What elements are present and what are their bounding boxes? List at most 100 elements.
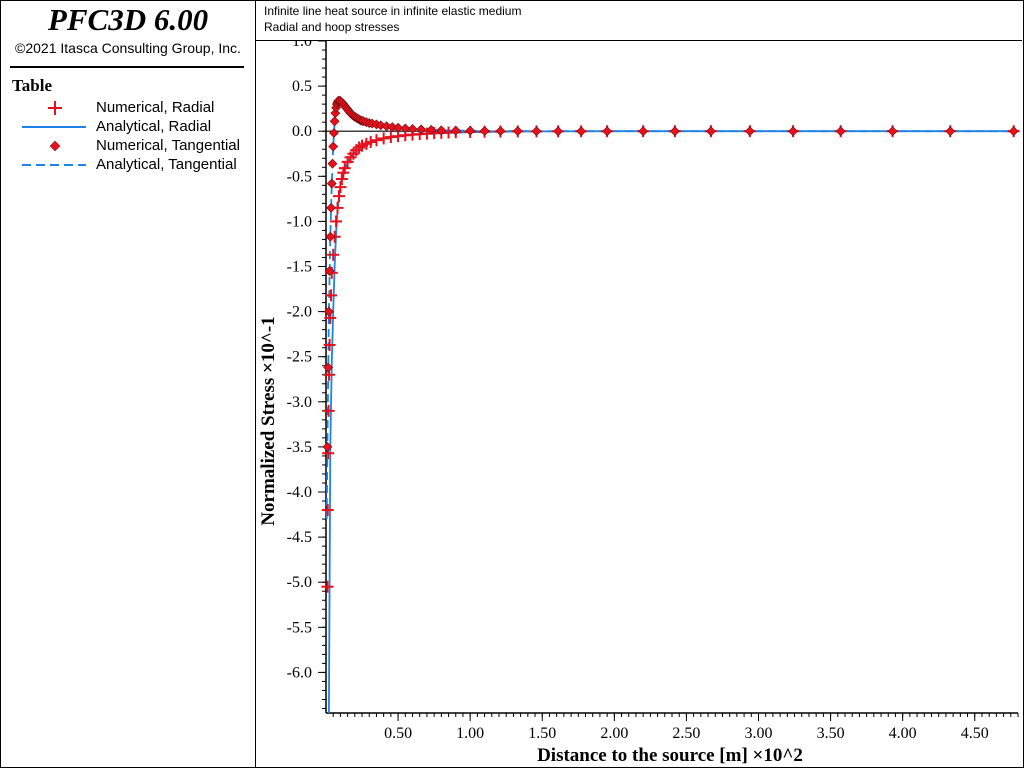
legend-label: Analytical, Radial [96,118,212,135]
numerical-radial-point [321,504,334,517]
numerical-radial-point [321,580,334,593]
numerical-tangential-point [322,441,333,452]
diamond-marker-icon [49,140,61,152]
analytical-radial-line [328,130,1018,714]
x-tick-label: 1.50 [528,725,556,742]
legend-label: Numerical, Radial [96,99,215,116]
x-tick-label: 3.00 [745,725,773,742]
numerical-tangential-point [407,124,418,134]
axes-group: 1.0 0.5 0.0 -0.5 -1.0 -1.5 -2.0 -2.5 -3.0 -3.5 -4.… [287,41,1019,742]
numerical-tangential-point [744,126,755,137]
y-tick-label: -6.0 [287,664,312,681]
numerical-tangential-point [393,122,404,133]
y-tick-label: -3.0 [287,394,312,411]
numerical-tangential-point [375,120,386,131]
numerical-radial-point [323,338,336,351]
analytical-tangential-line [325,99,1018,520]
x-axis-label: Distance to the source [m] ×10^2 [537,745,803,766]
y-tick-label: -4.5 [287,529,312,546]
y-tick-label: -1.5 [287,259,312,276]
plot-title: Infinite line heat source in infinite el… [264,4,522,18]
numerical-tangential-point [325,231,336,242]
plot-subtitle: Radial and hoop stresses [264,20,400,34]
numerical-tangential-point [1008,126,1019,137]
title-divider [10,66,244,68]
numerical-tangential-point [465,125,476,136]
numerical-tangential-point [512,126,523,137]
numerical-radial-point [330,215,343,228]
numerical-tangential-point [328,141,339,152]
numerical-tangential-point [669,126,680,137]
y-tick-label: -1.0 [287,213,312,230]
x-tick-label: 4.50 [961,725,989,742]
numerical-radial-point [332,190,345,203]
dashed-line-icon [22,164,86,166]
numerical-radial-point [334,181,347,194]
copyright-text: ©2021 Itasca Consulting Group, Inc. [15,40,241,56]
y-tick-label: -5.5 [287,619,312,636]
x-tick-label: 2.50 [672,725,700,742]
numerical-tangential-point [326,202,336,213]
plot-header: Infinite line heat source in infinite el… [256,0,1022,41]
legend-label: Analytical, Tangential [96,156,237,173]
numerical-tangential-point [638,126,649,137]
stress-chart: 1.0 0.5 0.0 -0.5 -1.0 -1.5 -2.0 -2.5 -3.0 -3.5 -4.… [258,41,1020,766]
numerical-radial-point [335,173,348,186]
numerical-tangential-point [426,124,437,135]
numerical-tangential-point [436,125,447,136]
legend-title: Table [12,76,53,95]
x-tick-label: 4.00 [889,725,917,742]
x-tick-label: 2.00 [600,725,628,742]
numerical-radial-point [370,134,383,147]
y-axis-label: Normalized Stress ×10^-1 [258,316,279,525]
numerical-tangential-point [887,126,898,137]
x-tick-label: 3.50 [817,725,845,742]
y-tick-label: -2.5 [287,349,312,366]
numerical-radial-point [338,162,351,175]
legend-item-numerical-radial: Numerical, Radial [0,98,256,117]
numerical-tangential-point [323,362,334,373]
numerical-tangential-point [329,116,340,127]
numerical-radial-point [322,404,335,417]
legend-item-analytical-tangential: Analytical, Tangential [0,155,256,174]
y-tick-label: -0.5 [287,168,312,185]
numerical-tangential-point [400,123,411,134]
numerical-radial-point [353,141,366,154]
y-tick-label: 1.0 [292,41,312,50]
numerical-tangential-point [553,126,564,137]
numerical-radial-point [327,248,340,261]
legend-item-analytical-radial: Analytical, Radial [0,117,256,136]
series-group [321,95,1020,714]
numerical-tangential-point [602,126,613,137]
numerical-tangential-point [450,125,461,136]
numerical-tangential-point [327,158,338,169]
y-tick-label: 0.0 [292,123,312,140]
y-tick-label: 0.5 [292,78,312,95]
app-title: PFC3D 6.00 [47,2,209,37]
legend-label: Numerical, Tangential [96,137,240,154]
numerical-tangential-point [531,126,542,137]
numerical-tangential-point [835,126,846,137]
numerical-tangential-point [706,126,716,137]
numerical-tangential-point [479,126,490,136]
numerical-radial-point [325,289,338,302]
numerical-tangential-point [323,306,334,317]
plus-marker-icon [48,101,62,115]
y-tick-label: -3.5 [287,439,312,456]
y-tick-label: -5.0 [287,574,312,591]
numerical-tangential-point [788,126,799,137]
numerical-tangential-point [576,126,587,137]
y-tick-label: -4.0 [287,484,312,501]
numerical-tangential-point [495,126,506,136]
legend-panel: PFC3D 6.00 ©2021 Itasca Consulting Group… [0,0,256,768]
numerical-tangential-point [324,266,335,276]
numerical-tangential-point [329,128,339,138]
x-tick-label: 0.50 [384,725,412,742]
numerical-tangential-point [416,124,427,135]
legend-item-numerical-tangential: Numerical, Tangential [0,136,256,155]
y-tick-label: -2.0 [287,304,312,321]
numerical-tangential-point [326,178,337,189]
numerical-tangential-point [945,126,956,137]
x-tick-label: 1.00 [456,725,484,742]
numerical-radial-point [364,136,377,149]
